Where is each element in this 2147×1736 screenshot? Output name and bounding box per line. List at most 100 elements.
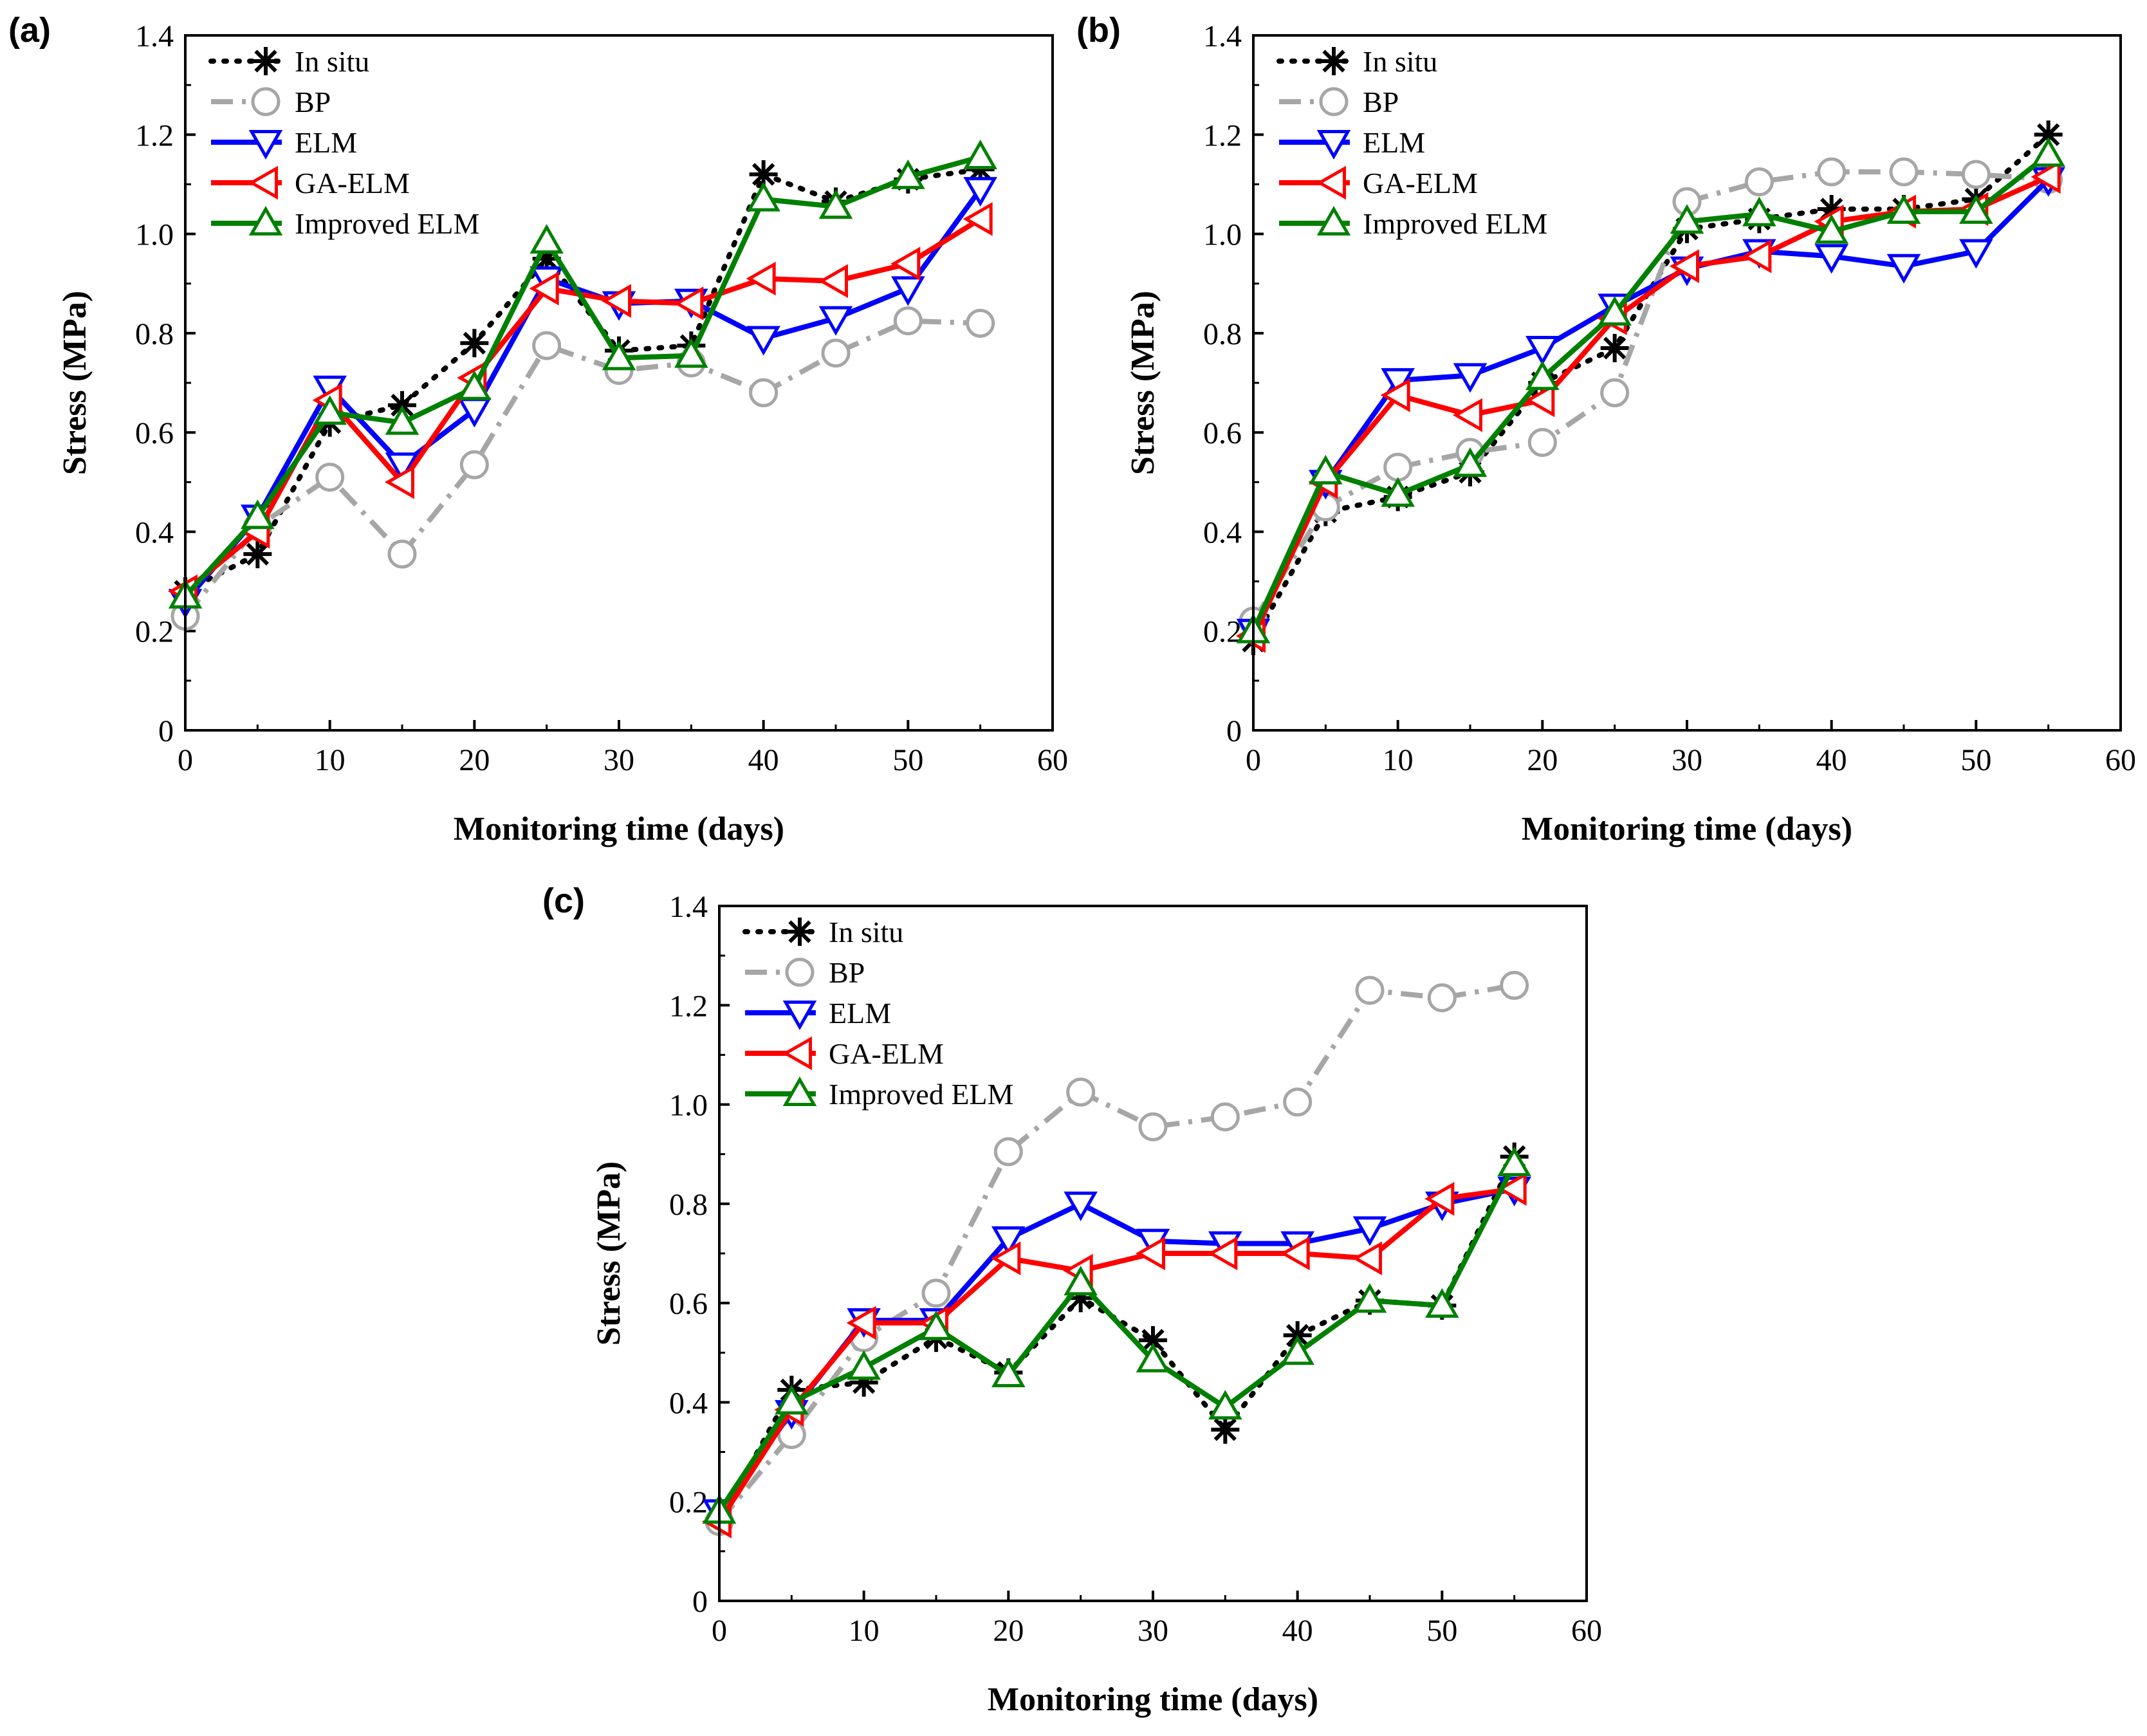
chart-3-legend-marker-in-situ [786, 918, 814, 946]
chart-1: (a) 0 10 20 30 40 50 60 0 0.2 0.4 0.6 0.8 1.0 1.2 1.4 Mo… [8, 11, 1068, 847]
chart-3-point-improved-elm [1064, 1266, 1098, 1296]
chart-3-series-bp [705, 970, 1529, 1537]
chart-3-legend-marker-elm [782, 1001, 817, 1031]
chart-2-legend-marker-in-situ [1320, 47, 1348, 75]
chart-3-point-improved-elm [847, 1350, 881, 1380]
chart-3-x-tick-label: 20 [993, 1614, 1024, 1648]
chart-1-point-improved-elm [891, 159, 925, 189]
chart-2-y-tick-label: 0.8 [1203, 317, 1242, 351]
chart-2-series-in-situ [1239, 120, 2063, 656]
chart-2-point-improved-elm [1453, 447, 1488, 477]
chart-2: (b) 0 10 20 30 40 50 60 0 0.2 0.4 0.6 0.8 1.0 1.2 1.4 Mo… [1076, 11, 2136, 847]
chart-1-y-tick-label: 1.0 [135, 218, 174, 252]
chart-3-y-tick-label: 0.6 [669, 1287, 708, 1321]
chart-1-series-ga-elm [167, 202, 993, 609]
chart-3-y-tick-label: 1.2 [669, 989, 708, 1023]
chart-1-series-improved-elm [168, 139, 997, 609]
chart-1-line-in-situ [183, 167, 983, 594]
chart-1-point-bp [893, 306, 923, 336]
chart-1-point-improved-elm [746, 181, 780, 212]
chart-1-point-elm [818, 306, 853, 336]
chart-3-line-in-situ [717, 1154, 1517, 1524]
chart-2-point-bp [1744, 167, 1774, 197]
chart-1-x-axis-title: Monitoring time (days) [454, 811, 784, 847]
chart-2-point-bp [1383, 452, 1413, 482]
chart-1-point-in-situ [460, 329, 489, 358]
chart-3-point-bp [1427, 983, 1457, 1013]
chart-2-y-tick-label: 0.6 [1203, 416, 1242, 450]
chart-2-legend-label-in-situ: In situ [1363, 45, 1437, 78]
chart-2-point-bp [1889, 157, 1919, 187]
chart-1-y-tick-label: 0.6 [135, 416, 174, 450]
chart-3-point-improved-elm [1352, 1283, 1387, 1313]
chart-1-point-in-situ [243, 540, 272, 569]
chart-3-point-ga-elm [1208, 1236, 1238, 1271]
chart-2-y-tick-label: 1.4 [1203, 19, 1242, 53]
chart-3-y-tick-label: 0.2 [669, 1486, 708, 1520]
chart-1-line-ga-elm [183, 216, 982, 594]
chart-2-y-tick-label: 0.2 [1203, 615, 1242, 649]
chart-1-legend-label-elm: ELM [295, 126, 357, 159]
chart-1-y-tick-label: 0.8 [135, 317, 174, 351]
chart-1-legend-marker-elm [248, 130, 283, 160]
chart-2-line-ga-elm [1251, 174, 2050, 638]
chart-3-x-axis-title: Monitoring time (days) [988, 1681, 1318, 1718]
chart-3-y-tick-label: 1.0 [669, 1089, 708, 1123]
chart-1-legend-label-ga-elm: GA-ELM [295, 167, 410, 199]
chart-1-legend-marker-in-situ [252, 47, 280, 75]
chart-2-point-bp [1600, 378, 1630, 407]
chart-3-point-ga-elm [991, 1241, 1021, 1276]
chart-1-point-ga-elm [963, 202, 993, 236]
chart-2-series-elm [1236, 167, 2065, 649]
chart-3-y-tick-label: 1.4 [669, 890, 708, 924]
chart-2-y-tick-label: 1.2 [1203, 118, 1242, 152]
chart-1-series-bp [170, 306, 995, 631]
chart-2-x-tick-label: 30 [1672, 743, 1702, 777]
chart-1-point-improved-elm [457, 370, 492, 400]
chart-3-point-bp [1066, 1077, 1096, 1107]
chart-2-y-tick-label: 0.4 [1203, 515, 1242, 549]
chart-3-point-ga-elm [1280, 1236, 1310, 1271]
chart-3-point-bp [1355, 975, 1385, 1005]
chart-3-legend-label-improved-elm: Improved ELM [829, 1078, 1013, 1111]
chart-3-legend-label-elm: ELM [829, 997, 891, 1030]
chart-2-point-elm [1525, 336, 1560, 366]
chart-2-x-tick-label: 50 [1960, 743, 1991, 777]
chart-2-point-bp [1961, 160, 1991, 189]
chart-3-point-improved-elm [1497, 1147, 1531, 1177]
chart-3-point-elm [1352, 1216, 1387, 1246]
chart-3: (c) 0 10 20 30 40 50 60 0 0.2 0.4 0.6 0.8 1.0 1.2 1.4 Mo… [542, 882, 1602, 1718]
chart-3-point-bp [1500, 970, 1529, 1000]
chart-3-legend-marker-ga-elm [782, 1036, 812, 1071]
chart-1-point-ga-elm [529, 272, 559, 306]
chart-1-x-tick-label: 30 [604, 743, 634, 777]
chart-3-legend-label-in-situ: In situ [829, 916, 903, 948]
chart-2-line-elm [1251, 177, 2050, 633]
chart-1-y-tick-label: 0.4 [135, 515, 174, 549]
chart-2-point-bp [1527, 428, 1557, 457]
chart-2-point-ga-elm [1452, 398, 1482, 432]
chart-2-point-improved-elm [1959, 194, 1993, 224]
chart-2-x-tick-label: 20 [1527, 743, 1558, 777]
chart-2-point-improved-elm [1525, 360, 1560, 391]
chart-3-x-tick-label: 10 [849, 1614, 880, 1648]
chart-2-x-tick-label: 40 [1816, 743, 1847, 777]
chart-2-x-tick-label: 60 [2105, 743, 2136, 777]
chart-3-point-elm [1064, 1191, 1098, 1221]
chart-3-legend-marker-improved-elm [782, 1076, 817, 1106]
chart-3-point-bp [993, 1137, 1023, 1167]
chart-1-y-tick-label: 0.2 [135, 615, 174, 649]
chart-2-series-improved-elm [1236, 137, 2065, 643]
chart-1-y-tick-label: 1.2 [135, 118, 174, 152]
chart-1-panel-label: (a) [8, 11, 51, 50]
chart-3-y-axis-title: Stress (MPa) [591, 1161, 627, 1345]
chart-3-point-bp [921, 1279, 951, 1308]
chart-3-point-improved-elm [1136, 1342, 1170, 1372]
chart-1-point-ga-elm [818, 264, 848, 299]
chart-3-point-in-situ [1211, 1415, 1240, 1444]
chart-3-point-ga-elm [1135, 1236, 1165, 1271]
chart-3-x-tick-label: 0 [712, 1614, 727, 1648]
chart-1-point-ga-elm [384, 465, 414, 499]
chart-1-legend-marker-ga-elm [248, 165, 278, 200]
chart-3-y-tick-label: 0.8 [669, 1188, 708, 1222]
